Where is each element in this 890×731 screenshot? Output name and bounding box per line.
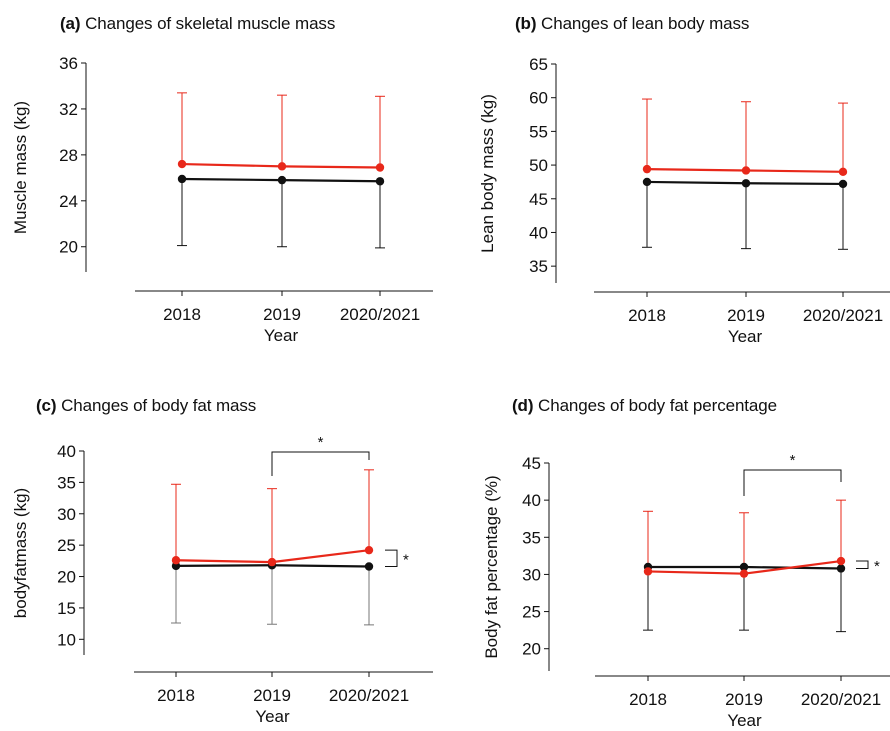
x-axis-label: Year (728, 327, 763, 346)
chart-title: (d) Changes of body fat percentage (512, 396, 777, 416)
x-tick-label: 2020/2021 (801, 690, 881, 709)
data-point-red (277, 162, 287, 171)
significance-bracket (271, 451, 370, 476)
y-tick-label: 32 (59, 100, 78, 119)
title-text: Changes of lean body mass (541, 14, 750, 33)
chart-svg: 10 15 20 25 30 35 40 2018 2019 2020/2021 Year bodyf… (11, 434, 433, 726)
y-axis-label: bodyfatmass (kg) (11, 488, 30, 618)
y-axis-label: Lean body mass (kg) (478, 94, 497, 253)
y-tick-label: 40 (57, 442, 76, 461)
data-point-red (836, 556, 846, 566)
panel-letter: (b) (515, 14, 537, 33)
y-tick-label: 35 (522, 528, 541, 547)
y-tick-label: 15 (57, 599, 76, 618)
panel-body-fat-mass: (c) Changes of body fat mass 10 15 20 25 30 3… (0, 366, 445, 731)
chart-svg: 20 25 30 35 40 45 2018 2019 2020/2021 Year Body fa… (482, 452, 890, 730)
panel-muscle-mass: (a) Changes of skeletal muscle mass 20 24… (0, 0, 445, 365)
significance-bracket (743, 469, 842, 496)
data-point-black (741, 179, 751, 188)
y-tick-label: 20 (59, 238, 78, 257)
y-tick-label: 25 (522, 603, 541, 622)
y-tick-label: 45 (529, 190, 548, 209)
x-axis-label: Year (264, 326, 299, 345)
y-tick-label: 55 (529, 122, 548, 141)
side-significance-bracket (856, 560, 869, 569)
panel-lean-body-mass: (b) Changes of lean body mass 35 40 45 50 55… (445, 0, 890, 365)
title-text: Changes of body fat percentage (538, 396, 777, 415)
x-tick-label: 2019 (263, 305, 301, 324)
x-tick-label: 2020/2021 (803, 306, 883, 325)
data-point-black (364, 562, 374, 571)
data-point-black (375, 177, 385, 186)
data-point-black (838, 179, 848, 189)
x-tick-label: 2018 (629, 690, 667, 709)
y-tick-label: 35 (529, 257, 548, 276)
chart-svg: 20 24 28 32 36 2018 2019 2020/2021 Year Muscle ma… (11, 54, 433, 345)
panel-letter: (c) (36, 396, 57, 415)
data-point-red (739, 569, 749, 578)
y-tick-label: 45 (522, 454, 541, 473)
y-tick-label: 24 (59, 192, 78, 211)
y-axis-label: Muscle mass (kg) (11, 101, 30, 234)
data-point-red (642, 164, 652, 174)
x-tick-label: 2019 (727, 306, 765, 325)
panel-letter: (d) (512, 396, 534, 415)
y-tick-label: 40 (529, 223, 548, 242)
chart-title: (b) Changes of lean body mass (515, 14, 749, 34)
data-point-red (171, 556, 181, 565)
y-axis-label: Body fat percentage (%) (482, 475, 501, 658)
chart-svg: 35 40 45 50 55 60 65 2018 2019 2020/2021 Year Lean … (478, 55, 890, 346)
y-tick-label: 25 (57, 536, 76, 555)
y-tick-label: 28 (59, 146, 78, 165)
data-point-red (375, 163, 385, 172)
chart-title: (c) Changes of body fat mass (36, 396, 256, 416)
x-tick-label: 2018 (157, 686, 195, 705)
significance-star: * (318, 434, 324, 451)
data-point-red (838, 167, 848, 177)
title-text: Changes of body fat mass (61, 396, 257, 415)
side-significance-bracket (385, 549, 398, 567)
data-point-red (741, 166, 751, 175)
x-tick-label: 2019 (253, 686, 291, 705)
chart-title: (a) Changes of skeletal muscle mass (60, 14, 335, 34)
data-point-black (277, 175, 287, 185)
panel-body-fat-percentage: (d) Changes of body fat percentage 20 25 3… (445, 366, 890, 731)
x-tick-label: 2019 (725, 690, 763, 709)
significance-star: * (790, 452, 796, 469)
y-tick-label: 36 (59, 54, 78, 73)
y-tick-label: 40 (522, 491, 541, 510)
data-point-black (739, 562, 749, 572)
y-tick-label: 50 (529, 156, 548, 175)
y-tick-label: 60 (529, 89, 548, 108)
x-tick-label: 2018 (628, 306, 666, 325)
side-significance-star: * (403, 551, 409, 568)
data-point-black (177, 174, 187, 184)
x-axis-label: Year (255, 707, 290, 726)
panel-letter: (a) (60, 14, 81, 33)
data-point-red (177, 159, 187, 169)
y-tick-label: 10 (57, 630, 76, 649)
data-point-red (643, 567, 653, 576)
y-tick-label: 35 (57, 473, 76, 492)
x-tick-label: 2020/2021 (329, 686, 409, 705)
data-point-black (642, 177, 652, 187)
x-tick-label: 2018 (163, 305, 201, 324)
y-tick-label: 30 (522, 565, 541, 584)
data-point-red (364, 545, 374, 555)
y-tick-label: 30 (57, 505, 76, 524)
title-text: Changes of skeletal muscle mass (85, 14, 336, 33)
side-significance-star: * (874, 558, 880, 575)
x-tick-label: 2020/2021 (340, 305, 420, 324)
y-tick-label: 20 (57, 568, 76, 587)
data-point-red (267, 557, 277, 567)
y-tick-label: 65 (529, 55, 548, 74)
data-point-black (836, 564, 846, 573)
y-tick-label: 20 (522, 640, 541, 659)
x-axis-label: Year (727, 711, 762, 730)
